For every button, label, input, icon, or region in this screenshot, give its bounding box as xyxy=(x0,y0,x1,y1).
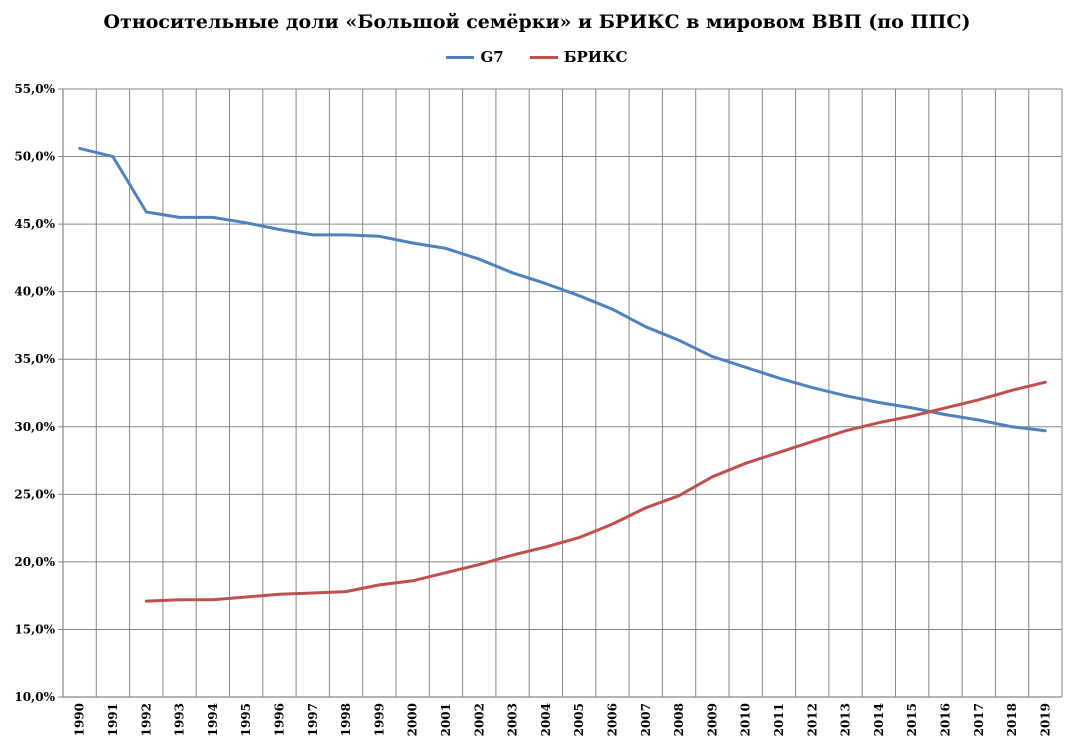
x-tick-label: 1991 xyxy=(106,703,120,736)
x-tick-label: 2012 xyxy=(805,703,819,736)
chart-title: Относительные доли «Большой семёрки» и Б… xyxy=(103,11,971,33)
y-tick-label: 55,0% xyxy=(14,82,55,96)
x-tick-label: 2013 xyxy=(839,703,853,736)
x-tick-label: 2003 xyxy=(506,703,520,736)
y-tick-label: 20,0% xyxy=(14,555,55,569)
x-tick-label: 1999 xyxy=(372,703,386,736)
series-lines xyxy=(78,146,1047,603)
x-tick-label: 1993 xyxy=(173,703,187,736)
x-tick-label: 1996 xyxy=(272,703,286,736)
x-tick-label: 1994 xyxy=(206,703,220,736)
series-line-brics xyxy=(144,380,1047,603)
y-tick-label: 35,0% xyxy=(14,352,55,366)
x-tick-label: 2008 xyxy=(672,703,686,736)
x-tick-label: 2015 xyxy=(905,703,919,736)
x-tick-label: 2010 xyxy=(739,703,753,736)
y-tick-label: 25,0% xyxy=(14,487,55,501)
x-tick-label: 2009 xyxy=(705,703,719,736)
y-axis-ticks: 10,0% 15,0% 20,0% 25,0% 30,0% 35,0% 40,0% 45,0%… xyxy=(14,82,63,704)
y-tick-label: 15,0% xyxy=(14,622,55,636)
x-tick-label: 2001 xyxy=(439,703,453,736)
y-tick-label: 40,0% xyxy=(14,285,55,299)
x-tick-label: 1998 xyxy=(339,703,353,736)
legend-label-g7: G7 xyxy=(480,48,504,66)
legend-item-g7: G7 xyxy=(446,48,504,66)
x-tick-label: 2018 xyxy=(1005,703,1019,736)
x-tick-label: 2000 xyxy=(406,703,420,736)
y-tick-label: 50,0% xyxy=(14,150,55,164)
x-tick-label: 2016 xyxy=(938,703,952,736)
y-tick-label: 10,0% xyxy=(14,690,55,704)
legend: G7 БРИКС xyxy=(0,48,1074,66)
legend-item-brics: БРИКС xyxy=(529,48,628,66)
x-tick-label: 1995 xyxy=(239,703,253,736)
x-tick-label: 1990 xyxy=(73,703,87,736)
x-tick-label: 2002 xyxy=(472,703,486,736)
y-tick-label: 45,0% xyxy=(14,217,55,231)
x-tick-label: 2019 xyxy=(1038,703,1052,736)
grid xyxy=(62,88,1063,698)
x-tick-label: 2011 xyxy=(772,703,786,736)
x-tick-label: 1992 xyxy=(139,703,153,736)
x-tick-label: 2005 xyxy=(572,703,586,736)
legend-label-brics: БРИКС xyxy=(563,48,628,66)
y-tick-label: 30,0% xyxy=(14,420,55,434)
series-line-g7 xyxy=(78,146,1047,433)
x-tick-label: 2014 xyxy=(872,703,886,736)
x-tick-label: 2017 xyxy=(972,703,986,736)
x-tick-label: 2004 xyxy=(539,703,553,736)
x-tick-label: 2007 xyxy=(639,703,653,736)
x-tick-label: 2006 xyxy=(605,703,619,736)
x-axis-ticks: 1990 1991 1992 1993 1994 1995 1996 1997 1998 1999… xyxy=(73,703,1053,736)
legend-swatch-brics xyxy=(529,55,558,59)
legend-swatch-g7 xyxy=(446,55,475,59)
x-tick-label: 1997 xyxy=(306,703,320,736)
